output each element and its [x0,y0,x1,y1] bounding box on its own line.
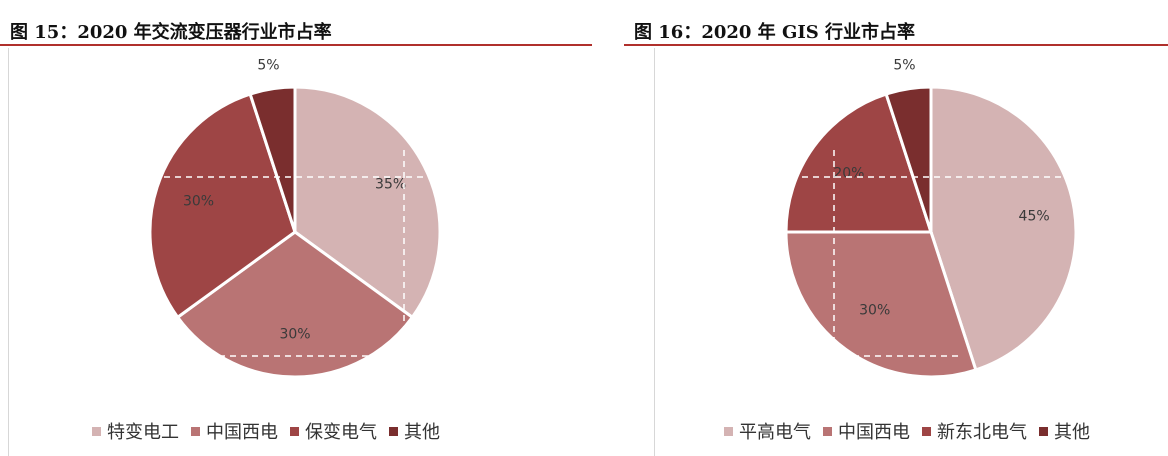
pie-slice [784,92,934,234]
legend-item: 中国西电 [823,418,910,444]
pie-slice [884,85,933,233]
pie-slice [248,85,297,233]
legend-item: 其他 [1039,418,1090,444]
legend-label: 其他 [404,422,440,443]
legend-label: 新东北电气 [937,422,1027,443]
chart-panel-gis: 图 16：2020 年 GIS 行业市占率 45% 30% 20% 5% 平高电气 中国… [624,0,1168,456]
legend-item: 特变电工 [92,418,179,444]
legend-item: 其他 [389,418,440,444]
chart-frame [8,48,592,456]
legend-label: 中国西电 [206,422,278,443]
legend-item: 中国西电 [191,418,278,444]
chart-title: 图 16：2020 年 GIS 行业市占率 [634,22,916,43]
legend-item: 保变电气 [290,418,377,444]
title-underline [0,44,592,46]
chart-frame [654,48,1168,456]
legend-swatch [724,426,733,436]
legend-swatch [290,426,299,436]
legend-swatch [389,426,398,436]
pie-chart: 45% 30% 20% 5% [784,57,1078,379]
slice-value-label: 35% [375,176,406,192]
legend-item: 平高电气 [724,418,811,444]
legend-swatch [922,426,931,436]
legend-swatch [823,426,832,436]
legend-label: 其他 [1054,422,1090,443]
chart-legend: 平高电气 中国西电 新东北电气 其他 [724,418,1102,444]
pie-slice [929,85,1078,372]
pie-slice [148,92,297,320]
legend-swatch [191,426,200,436]
chart-title: 图 15：2020 年交流变压器行业市占率 [10,22,332,43]
pie-slice [175,230,415,379]
slice-value-label: 5% [257,57,279,73]
legend-item: 新东北电气 [922,418,1027,444]
pie-chart: 35% 30% 30% 5% [148,57,442,379]
chart-legend: 特变电工 中国西电 保变电气 其他 [92,418,452,444]
legend-label: 特变电工 [107,422,179,443]
legend-label: 保变电气 [305,422,377,443]
slice-value-label: 30% [279,327,310,343]
slice-value-label: 45% [1019,209,1050,225]
slice-value-label: 5% [893,57,915,73]
slice-value-label: 30% [183,194,214,210]
legend-label: 中国西电 [838,422,910,443]
chart-panel-transformer: 图 15：2020 年交流变压器行业市占率 35% 30% 30% 5% 特变电工 中国… [0,22,592,456]
title-underline [624,44,1168,46]
legend-swatch [92,426,101,436]
slice-value-label: 30% [859,302,890,318]
legend-label: 平高电气 [739,422,811,443]
slice-value-label: 20% [833,165,864,181]
legend-swatch [1039,426,1048,436]
